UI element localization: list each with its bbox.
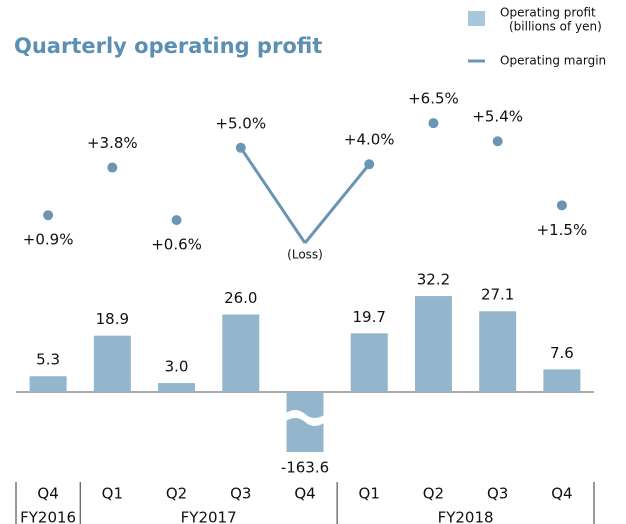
bar-label: 26.0 bbox=[224, 289, 257, 307]
margin-label: +1.5% bbox=[537, 221, 588, 239]
x-tick-label: Q1 bbox=[102, 485, 123, 503]
margin-point bbox=[107, 162, 118, 173]
fiscal-year-label: FY2016 bbox=[20, 509, 76, 524]
x-tick-label: Q2 bbox=[423, 485, 444, 503]
x-tick-label: Q4 bbox=[294, 485, 315, 503]
margin-label: +4.0% bbox=[344, 131, 395, 149]
margin-point bbox=[364, 159, 375, 170]
bar-label: -163.6 bbox=[281, 459, 329, 477]
margin-label: +0.9% bbox=[23, 231, 74, 249]
bar-label: 3.0 bbox=[165, 358, 189, 376]
bar-label: 5.3 bbox=[36, 351, 60, 369]
loss-connector bbox=[303, 163, 371, 244]
x-tick-label: Q4 bbox=[37, 485, 58, 503]
margin-label: +0.6% bbox=[151, 236, 202, 254]
margin-point bbox=[428, 118, 439, 129]
margin-point bbox=[492, 136, 503, 147]
x-tick-label: Q4 bbox=[551, 485, 572, 503]
bar bbox=[93, 335, 131, 392]
legend-label: Operating margin bbox=[500, 54, 606, 68]
bar bbox=[543, 369, 581, 392]
bar bbox=[222, 314, 260, 392]
fiscal-year-label: FY2017 bbox=[181, 509, 237, 524]
margin-point bbox=[235, 142, 246, 153]
margin-label: +5.4% bbox=[472, 108, 523, 126]
x-tick-label: Q3 bbox=[487, 485, 508, 503]
x-tick-label: Q1 bbox=[359, 485, 380, 503]
bar bbox=[479, 311, 517, 392]
fiscal-year-label: FY2018 bbox=[438, 509, 494, 524]
margin-label: (Loss) bbox=[287, 248, 323, 262]
margin-point bbox=[43, 210, 54, 221]
bar bbox=[29, 376, 67, 392]
margin-point bbox=[171, 215, 182, 226]
chart-title: Quarterly operating profit bbox=[14, 34, 322, 58]
bar-label: 7.6 bbox=[550, 344, 574, 362]
bar-label: 18.9 bbox=[96, 310, 129, 328]
bar-break bbox=[284, 410, 326, 426]
x-tick-label: Q2 bbox=[166, 485, 187, 503]
bar bbox=[350, 333, 388, 392]
margin-label: +3.8% bbox=[87, 134, 138, 152]
loss-connector bbox=[239, 146, 307, 244]
legend-label: Operating profit bbox=[500, 6, 596, 20]
bar-label: 32.2 bbox=[417, 271, 450, 289]
legend-note: (billions of yen) bbox=[509, 20, 602, 34]
bar bbox=[414, 296, 452, 392]
margin-point bbox=[556, 200, 567, 211]
bar-label: 19.7 bbox=[353, 308, 386, 326]
margin-label: +5.0% bbox=[215, 114, 266, 132]
bar-label: 27.1 bbox=[481, 286, 514, 304]
bar bbox=[158, 383, 196, 392]
x-tick-label: Q3 bbox=[230, 485, 251, 503]
legend-swatch bbox=[468, 11, 485, 26]
margin-label: +6.5% bbox=[408, 90, 459, 108]
